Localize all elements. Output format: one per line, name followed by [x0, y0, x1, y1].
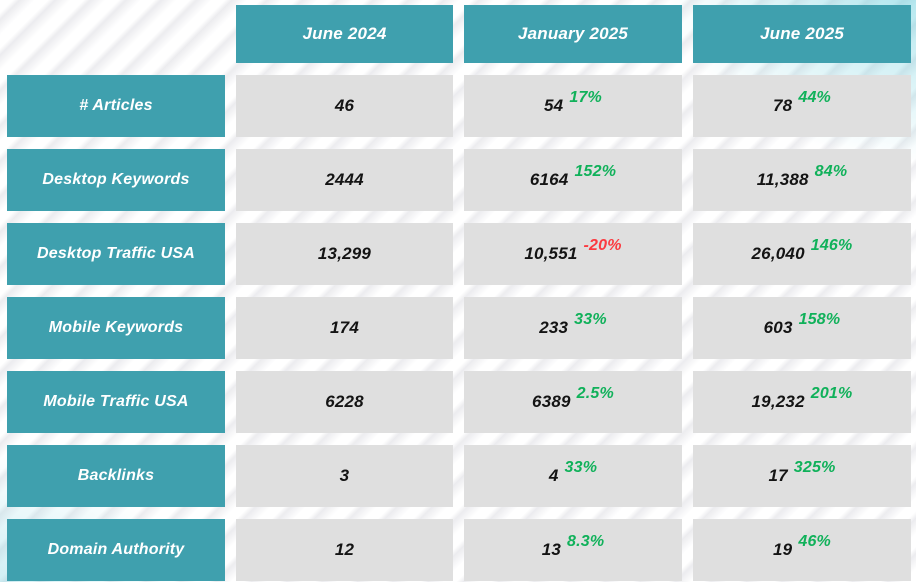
column-header-june-2025: June 2025 — [693, 5, 911, 63]
metric-cell: 233 33% — [464, 297, 682, 359]
metric-cell: 17 325% — [693, 445, 911, 507]
metric-cell: 46 — [236, 75, 453, 137]
metric-cell: 174 — [236, 297, 453, 359]
metric-value: 174 — [330, 318, 359, 337]
metric-value: 6164 — [529, 170, 569, 189]
metric-cell: 6389 2.5% — [464, 371, 682, 433]
metric-value: 54 — [544, 96, 564, 115]
metric-change: 201% — [810, 385, 853, 402]
metric-cell: 12 — [236, 519, 453, 581]
metric-cell: 6164 152% — [464, 149, 682, 211]
metric-cell: 54 17% — [464, 75, 682, 137]
metric-cell: 3 — [236, 445, 453, 507]
metric-value: 13 — [541, 540, 562, 559]
metric-change: 17% — [569, 89, 602, 106]
metric-cell: 6228 — [236, 371, 453, 433]
metric-change: 44% — [798, 89, 831, 106]
row-label: # Articles — [7, 75, 225, 137]
metric-cell: 26,040 146% — [693, 223, 911, 285]
metric-cell: 4 33% — [464, 445, 682, 507]
metric-cell: 19 46% — [693, 519, 911, 581]
metric-cell: 13,299 — [236, 223, 453, 285]
metric-value: 603 — [763, 318, 793, 337]
metric-value: 46 — [334, 96, 355, 115]
metric-change: 84% — [814, 163, 848, 180]
metric-change: -20% — [583, 237, 622, 254]
metric-value: 26,040 — [751, 244, 805, 263]
metric-value: 19,232 — [751, 392, 805, 411]
metric-cell: 19,232 201% — [693, 371, 911, 433]
metric-value: 3 — [339, 466, 350, 485]
metric-change: 33% — [564, 459, 598, 476]
metric-change: 33% — [574, 311, 607, 328]
metric-value: 78 — [773, 96, 793, 115]
metric-value: 10,551 — [524, 244, 578, 263]
metric-change: 2.5% — [576, 385, 614, 402]
metric-value: 11,388 — [756, 170, 809, 189]
row-label: Mobile Traffic USA — [7, 371, 225, 433]
metric-change: 46% — [798, 533, 831, 550]
table-corner-spacer — [7, 5, 225, 63]
metric-cell: 13 8.3% — [464, 519, 682, 581]
metric-value: 17 — [768, 466, 788, 485]
metric-change: 152% — [574, 163, 617, 180]
metric-cell: 2444 — [236, 149, 453, 211]
row-label: Domain Authority — [7, 519, 225, 581]
metric-value: 19 — [773, 540, 793, 559]
metric-value: 2444 — [325, 170, 364, 189]
row-label: Backlinks — [7, 445, 225, 507]
row-label: Desktop Keywords — [7, 149, 225, 211]
metric-value: 6228 — [325, 392, 364, 411]
column-header-june-2024: June 2024 — [236, 5, 453, 63]
row-label: Mobile Keywords — [7, 297, 225, 359]
metric-change: 146% — [810, 237, 853, 254]
metric-value: 233 — [539, 318, 569, 337]
metric-value: 13,299 — [317, 244, 372, 263]
row-label: Desktop Traffic USA — [7, 223, 225, 285]
column-header-january-2025: January 2025 — [464, 5, 682, 63]
metric-change: 325% — [793, 459, 836, 476]
metric-cell: 10,551 -20% — [464, 223, 682, 285]
metric-value: 6389 — [532, 392, 571, 411]
metric-value: 4 — [548, 466, 559, 485]
metric-value: 12 — [334, 540, 355, 559]
metric-cell: 603 158% — [693, 297, 911, 359]
metric-cell: 11,388 84% — [693, 149, 911, 211]
metric-change: 158% — [798, 311, 841, 328]
metric-cell: 78 44% — [693, 75, 911, 137]
metric-change: 8.3% — [567, 533, 605, 550]
